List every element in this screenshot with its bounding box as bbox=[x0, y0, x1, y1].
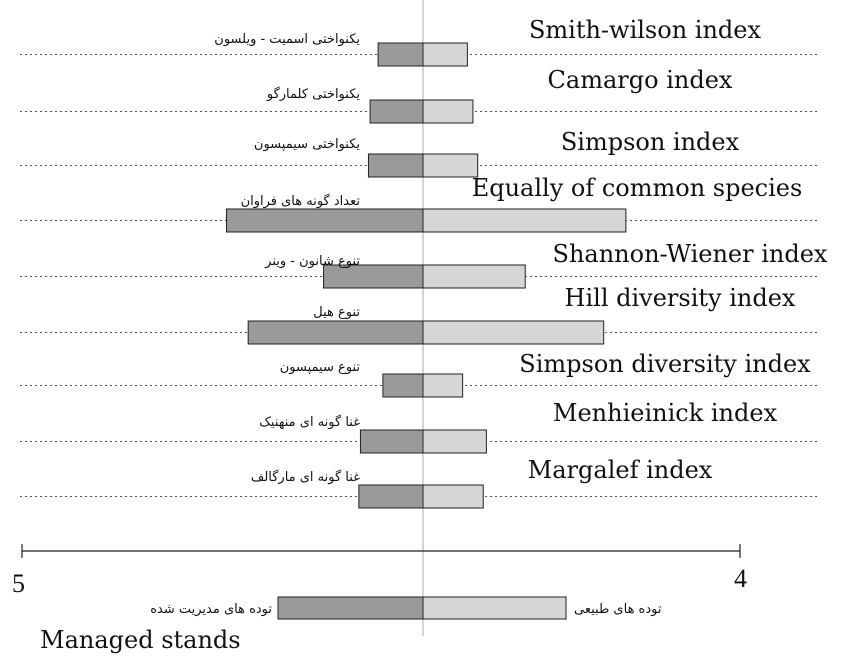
category-label-fa: یکنواختی اسمیت - ویلسون bbox=[214, 32, 360, 47]
bar bbox=[377, 42, 424, 67]
bar bbox=[422, 429, 487, 454]
bar bbox=[422, 264, 526, 289]
bar bbox=[359, 429, 424, 454]
bar bbox=[367, 153, 424, 178]
bar bbox=[247, 320, 424, 345]
category-label: Hill diversity index bbox=[565, 284, 796, 312]
bar bbox=[422, 42, 468, 67]
category-label-fa: یکنواختی کلمارگو bbox=[266, 86, 361, 102]
legend-label: توده های طبیعی bbox=[574, 602, 662, 617]
axis-tick-label: 5 bbox=[12, 569, 25, 598]
category-label: Equally of common species bbox=[472, 174, 803, 202]
bar bbox=[422, 484, 484, 509]
category-label-fa: تنوع شانون - وینر bbox=[264, 254, 360, 269]
bar bbox=[422, 320, 605, 345]
category-label-fa: تعداد گونه های فراوان bbox=[241, 193, 361, 209]
category-label: Smith-wilson index bbox=[529, 16, 762, 44]
legend-label-en: Managed stands bbox=[40, 626, 241, 654]
bar bbox=[422, 208, 627, 233]
category-label: Simpson index bbox=[561, 128, 740, 156]
category-label: Shannon-Wiener index bbox=[553, 240, 828, 268]
bar bbox=[422, 373, 464, 398]
category-label: Menhieinick index bbox=[553, 399, 778, 427]
legend-swatch bbox=[422, 596, 567, 620]
bar bbox=[358, 484, 424, 509]
category-label-fa: غنا گونه ای منهنیک bbox=[259, 414, 360, 430]
category-label-fa: تنوع سیمپسون bbox=[280, 360, 361, 375]
category-label-fa: غنا گونه ای مارگالف bbox=[251, 469, 360, 485]
bar bbox=[382, 373, 424, 398]
bar bbox=[422, 99, 474, 124]
category-label: Camargo index bbox=[548, 66, 733, 94]
axis-tick-label: 4 bbox=[734, 564, 747, 593]
bar bbox=[226, 208, 424, 233]
legend-label: توده های مدیریت شده bbox=[150, 602, 272, 617]
category-label: Simpson diversity index bbox=[519, 350, 811, 378]
bar bbox=[369, 99, 424, 124]
legend-swatch bbox=[277, 596, 424, 620]
category-label: Margalef index bbox=[528, 456, 713, 484]
category-label-fa: تنوع هیل bbox=[313, 305, 360, 320]
category-label-fa: یکنواختی سیمپسون bbox=[254, 137, 360, 152]
bar bbox=[422, 153, 479, 178]
